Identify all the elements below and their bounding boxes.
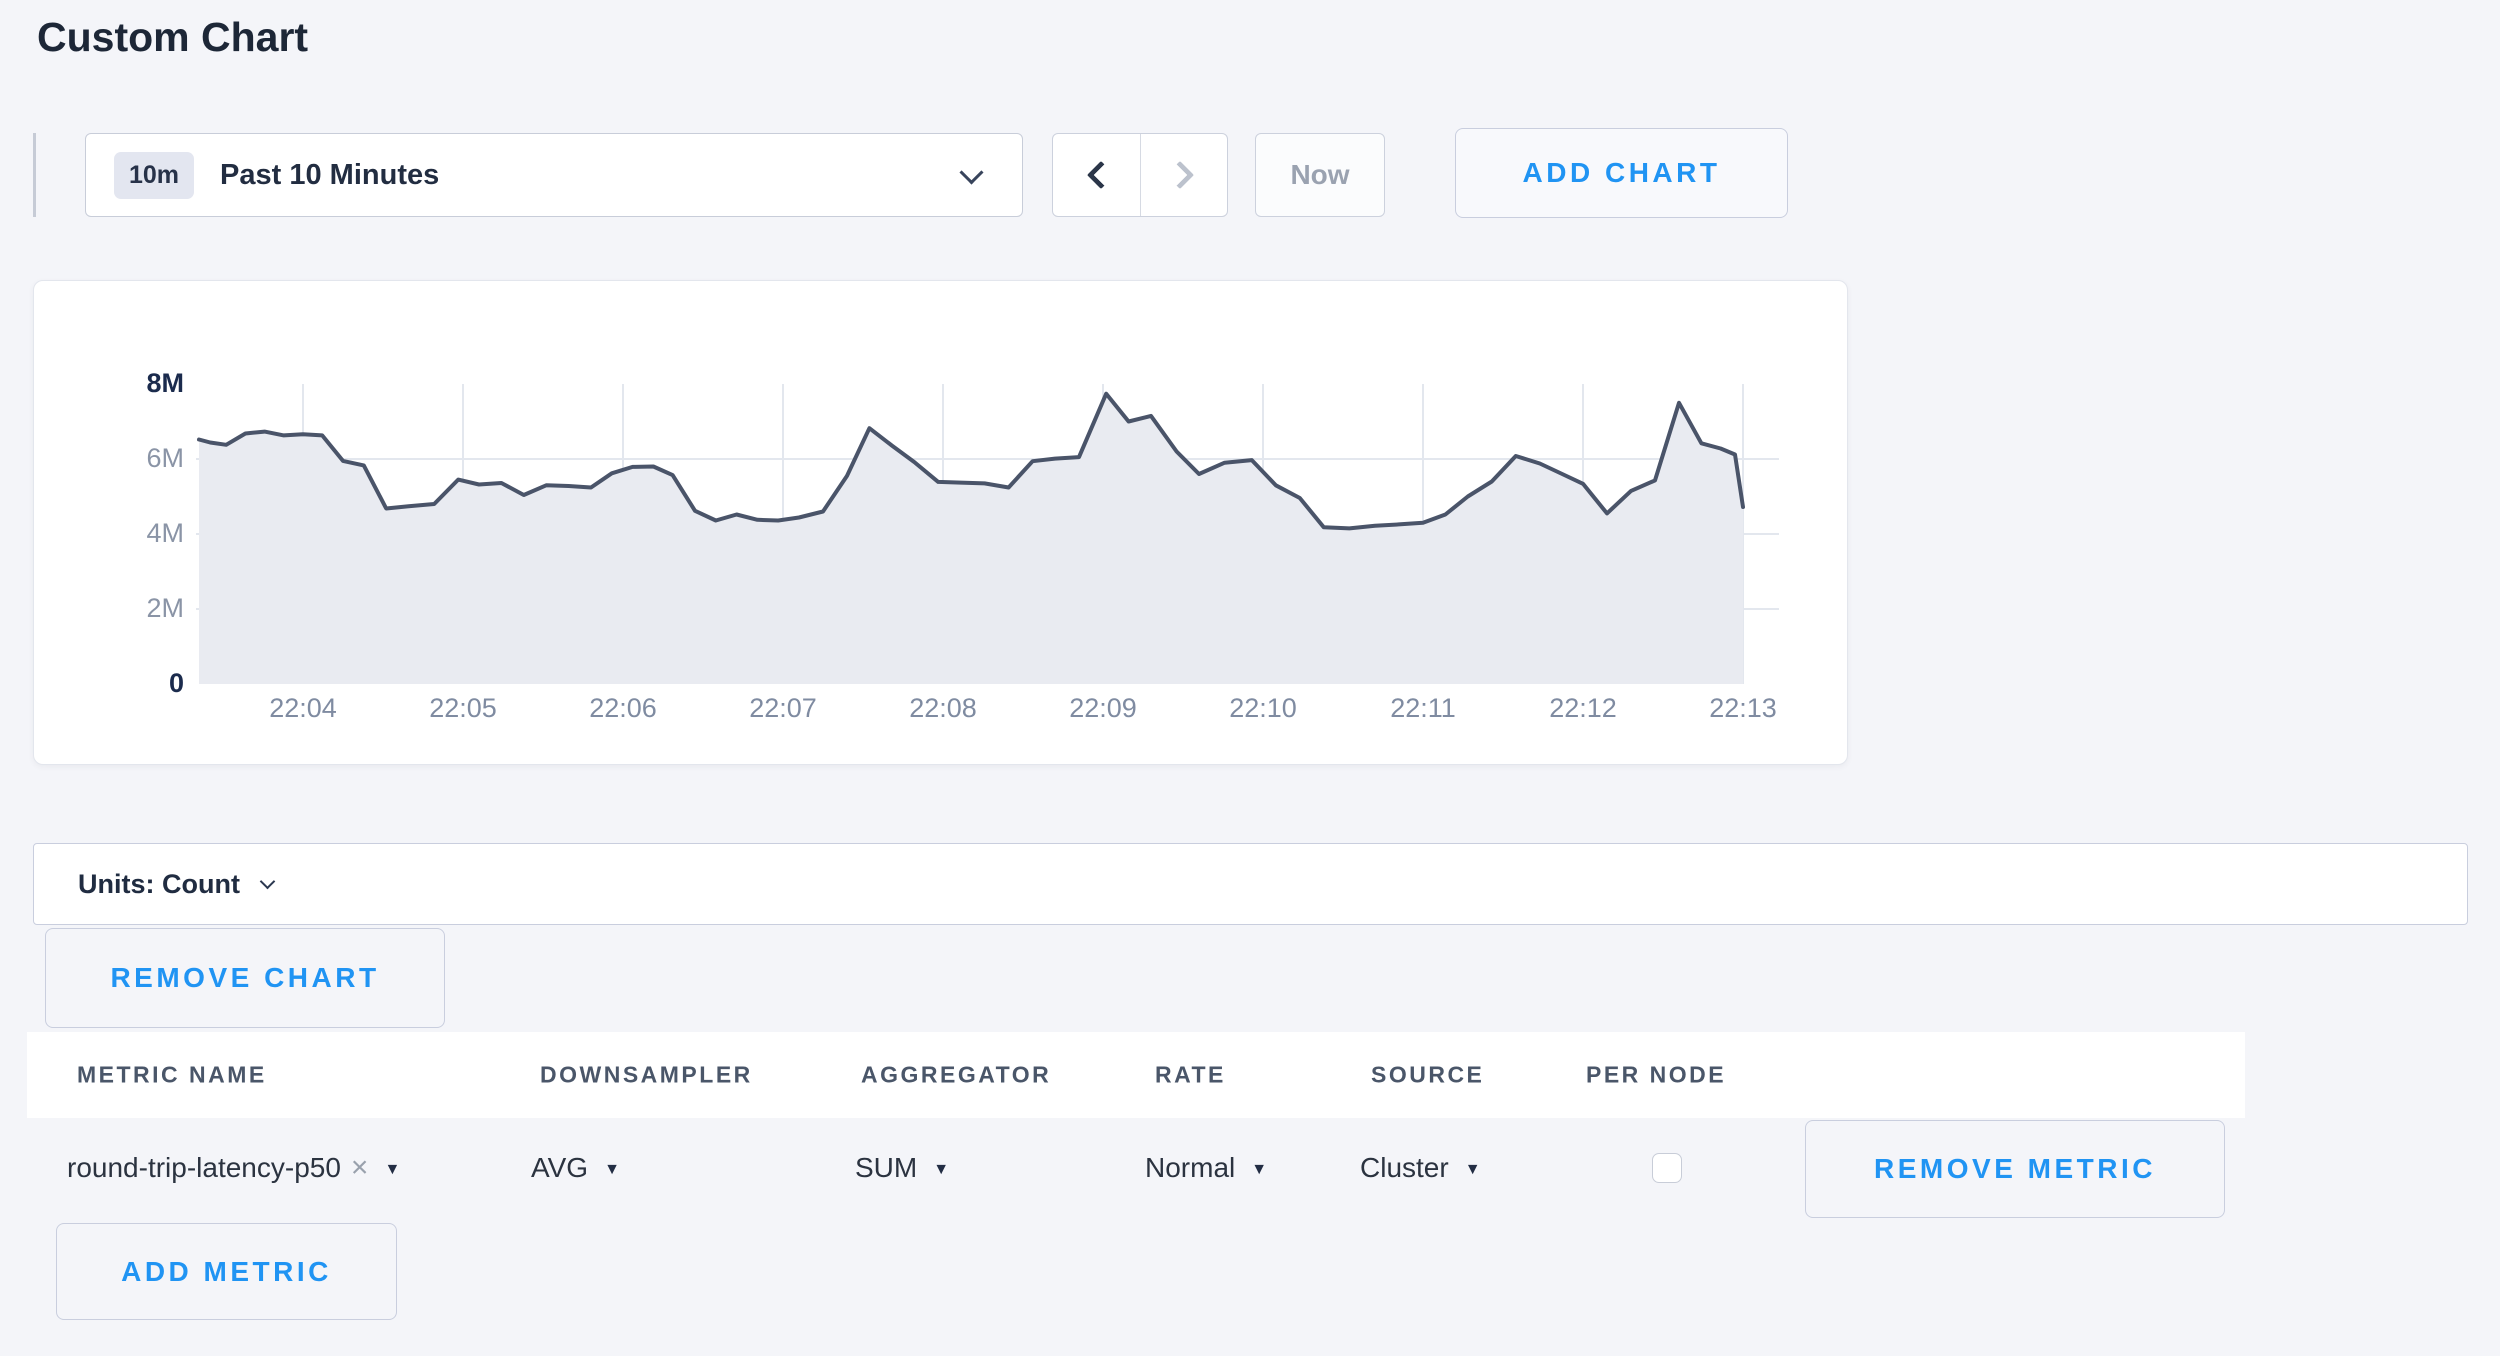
x-tick-label: 22:10 <box>1229 693 1297 723</box>
remove-chart-button[interactable]: REMOVE CHART <box>45 928 445 1028</box>
add-metric-button[interactable]: ADD METRIC <box>56 1223 397 1320</box>
x-tick-label: 22:07 <box>749 693 817 723</box>
next-time-button[interactable] <box>1140 134 1227 216</box>
metric-row: round-trip-latency-p50 × ▼ AVG ▼ SUM ▼ N… <box>27 1118 2245 1218</box>
timeseries-area-chart <box>196 384 1779 684</box>
header-metric-name: METRIC NAME <box>77 1061 267 1088</box>
x-tick-label: 22:05 <box>429 693 497 723</box>
chevron-left-icon <box>1086 160 1115 190</box>
add-chart-button[interactable]: ADD CHART <box>1455 128 1788 218</box>
x-tick-label: 22:12 <box>1549 693 1617 723</box>
time-range-badge: 10m <box>114 151 195 199</box>
x-tick-label: 22:09 <box>1069 693 1137 723</box>
page-title: Custom Chart <box>37 14 309 60</box>
caret-down-icon: ▼ <box>933 1161 950 1178</box>
y-tick-label: 2M <box>146 592 184 623</box>
aggregator-value: SUM <box>855 1152 918 1183</box>
metric-name-select[interactable]: round-trip-latency-p50 × ▼ <box>67 1151 400 1185</box>
caret-down-icon: ▼ <box>1251 1161 1268 1178</box>
units-select[interactable]: Units: Count <box>33 843 2468 925</box>
toolbar-accent-divider <box>33 133 36 217</box>
per-node-checkbox[interactable] <box>1652 1153 1682 1183</box>
y-tick-label: 0 <box>168 667 184 698</box>
time-range-select[interactable]: 10m Past 10 Minutes <box>85 133 1023 217</box>
chevron-right-icon <box>1165 160 1195 190</box>
x-tick-label: 22:11 <box>1390 693 1456 723</box>
chart-panel: 0 2M 4M 6M 8M 22:04 22:05 22:06 22:07 22:08 22:09… <box>33 280 1848 765</box>
y-tick-label: 6M <box>146 442 184 473</box>
units-select-label: Units: Count <box>78 868 240 899</box>
header-per-node: PER NODE <box>1586 1061 1727 1088</box>
chevron-down-icon <box>959 160 984 185</box>
y-tick-label: 8M <box>146 367 184 398</box>
rate-select[interactable]: Normal ▼ <box>1145 1152 1267 1184</box>
caret-down-icon: ▼ <box>1464 1161 1481 1178</box>
source-value: Cluster <box>1360 1152 1449 1183</box>
now-button[interactable]: Now <box>1255 133 1385 217</box>
downsampler-select[interactable]: AVG ▼ <box>531 1152 620 1184</box>
header-downsampler: DOWNSAMPLER <box>540 1061 753 1088</box>
chevron-down-icon <box>259 873 276 889</box>
metrics-table-header: METRIC NAME DOWNSAMPLER AGGREGATOR RATE … <box>27 1032 2245 1118</box>
time-range-label: Past 10 Minutes <box>220 158 440 191</box>
remove-metric-button[interactable]: REMOVE METRIC <box>1805 1120 2225 1218</box>
x-tick-label: 22:04 <box>269 693 337 723</box>
caret-down-icon: ▼ <box>384 1161 401 1178</box>
caret-down-icon: ▼ <box>604 1161 620 1178</box>
header-aggregator: AGGREGATOR <box>861 1061 1052 1088</box>
rate-value: Normal <box>1145 1152 1236 1183</box>
source-select[interactable]: Cluster ▼ <box>1360 1152 1481 1184</box>
x-tick-label: 22:13 <box>1709 693 1777 723</box>
remove-metric-tag-icon[interactable]: × <box>350 1151 369 1184</box>
aggregator-select[interactable]: SUM ▼ <box>855 1152 949 1184</box>
header-source: SOURCE <box>1371 1061 1485 1088</box>
downsampler-value: AVG <box>531 1152 589 1183</box>
y-axis-labels: 0 2M 4M 6M 8M <box>74 368 184 698</box>
x-tick-label: 22:06 <box>589 693 657 723</box>
x-axis-labels: 22:04 22:05 22:06 22:07 22:08 22:09 22:10 22:11… <box>196 693 1779 729</box>
y-tick-label: 4M <box>146 517 184 548</box>
metric-name-value: round-trip-latency-p50 <box>67 1152 341 1183</box>
time-pager <box>1052 133 1228 217</box>
x-tick-label: 22:08 <box>909 693 977 723</box>
prev-time-button[interactable] <box>1053 134 1140 216</box>
header-rate: RATE <box>1155 1061 1226 1088</box>
